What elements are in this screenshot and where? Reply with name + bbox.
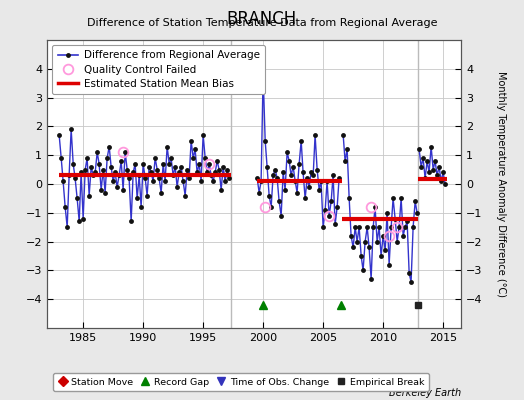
Text: Berkeley Earth: Berkeley Earth	[389, 388, 461, 398]
Legend: Station Move, Record Gap, Time of Obs. Change, Empirical Break: Station Move, Record Gap, Time of Obs. C…	[53, 373, 429, 391]
Legend: Difference from Regional Average, Quality Control Failed, Estimated Station Mean: Difference from Regional Average, Qualit…	[52, 45, 265, 94]
Text: Difference of Station Temperature Data from Regional Average: Difference of Station Temperature Data f…	[87, 18, 437, 28]
Text: BRANCH: BRANCH	[227, 10, 297, 28]
Y-axis label: Monthly Temperature Anomaly Difference (°C): Monthly Temperature Anomaly Difference (…	[496, 71, 506, 297]
